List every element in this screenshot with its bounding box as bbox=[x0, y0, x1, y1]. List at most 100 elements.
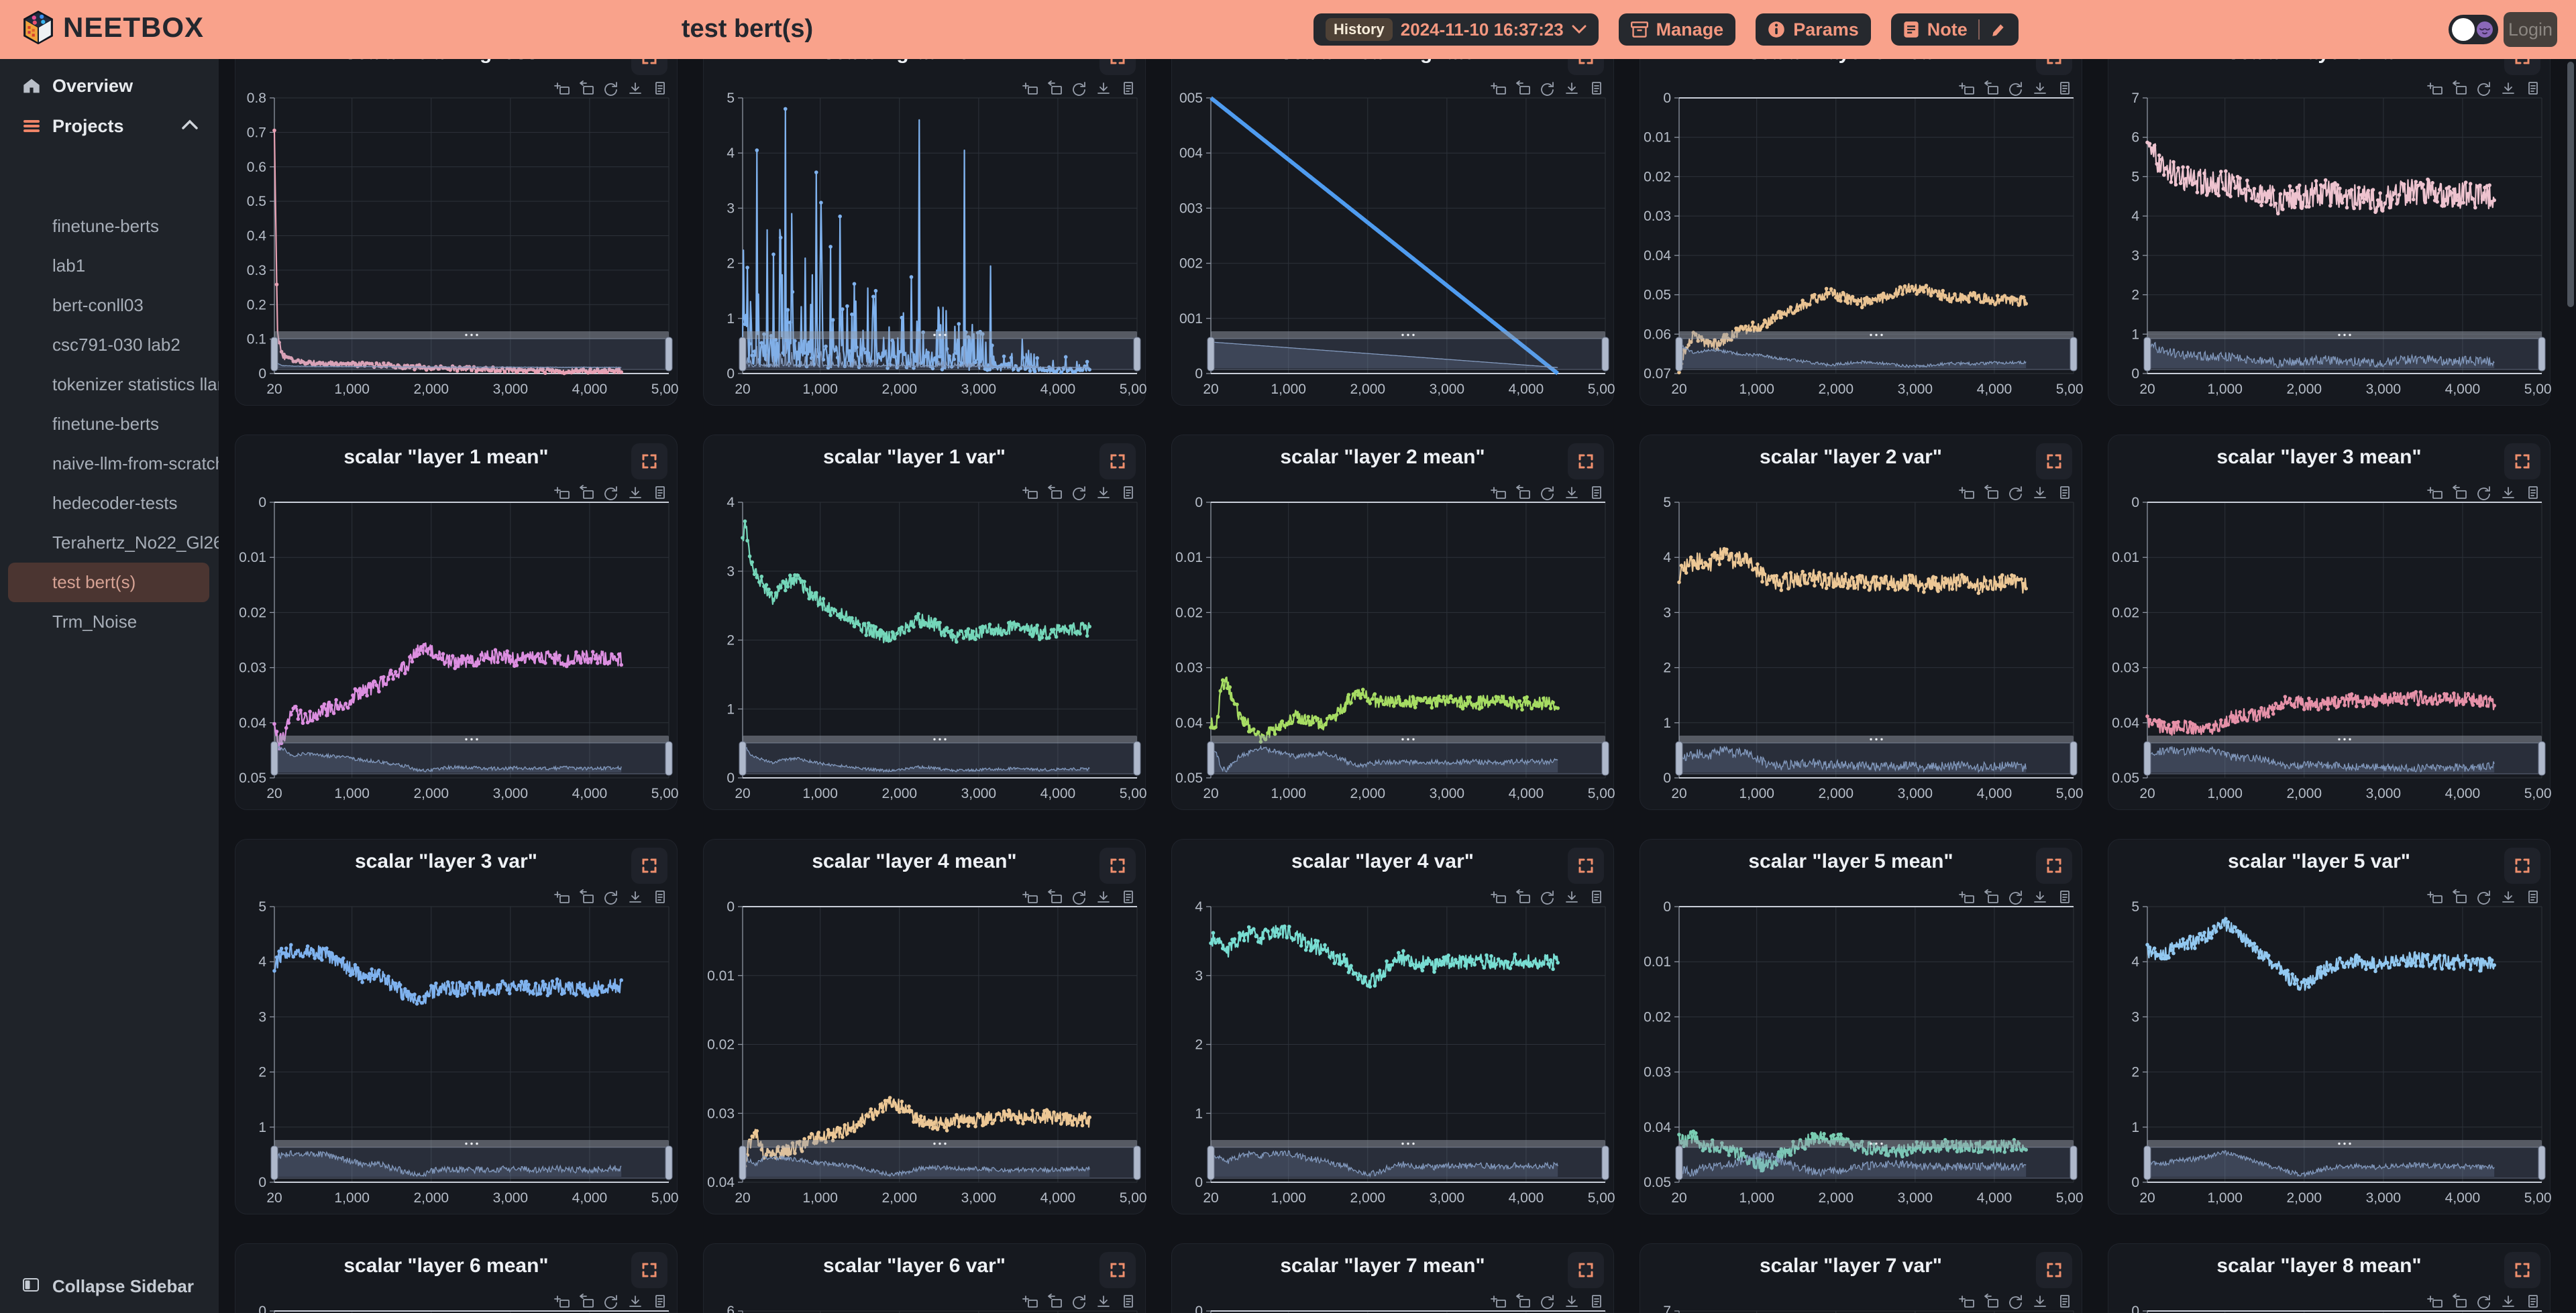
data-view-icon[interactable] bbox=[2060, 486, 2070, 499]
fullscreen-button[interactable] bbox=[2036, 1252, 2072, 1288]
datazoom-handle-right[interactable] bbox=[1133, 1145, 1141, 1180]
datazoom-handle-left[interactable] bbox=[270, 1145, 278, 1180]
download-icon[interactable] bbox=[1566, 1296, 1578, 1307]
refresh-icon[interactable] bbox=[1073, 82, 1085, 96]
sidebar-project-item[interactable]: bert-conll03 bbox=[52, 295, 144, 315]
datazoom-handle-right[interactable] bbox=[665, 741, 673, 776]
data-view-icon[interactable] bbox=[1124, 1295, 1133, 1308]
history-dropdown[interactable]: History 2024-11-10 16:37:23 bbox=[1313, 13, 1599, 46]
data-view-icon[interactable] bbox=[1592, 1295, 1601, 1308]
restore-icon[interactable] bbox=[1516, 485, 1530, 499]
area-zoom-icon[interactable] bbox=[1959, 82, 1974, 95]
sidebar-project-item[interactable]: naive-llm-from-scratch bbox=[52, 453, 219, 473]
datazoom-handle-left[interactable] bbox=[1675, 337, 1683, 372]
login-button[interactable]: Login bbox=[2504, 12, 2557, 47]
datazoom-handle-left[interactable] bbox=[270, 337, 278, 372]
restore-icon[interactable] bbox=[2453, 80, 2467, 95]
restore-icon[interactable] bbox=[2453, 1294, 2467, 1308]
refresh-icon[interactable] bbox=[1541, 82, 1554, 96]
refresh-icon[interactable] bbox=[1073, 891, 1085, 905]
datazoom-handle-right[interactable] bbox=[2070, 337, 2078, 372]
area-zoom-icon[interactable] bbox=[1959, 891, 1974, 903]
sidebar-project-item[interactable]: Trm_Noise bbox=[52, 612, 138, 632]
area-zoom-icon[interactable] bbox=[554, 487, 570, 499]
datazoom-handle-left[interactable] bbox=[1207, 337, 1215, 372]
restore-icon[interactable] bbox=[1984, 889, 1998, 903]
datazoom-slider[interactable] bbox=[270, 736, 673, 776]
refresh-icon[interactable] bbox=[2009, 82, 2022, 96]
datazoom-slider[interactable] bbox=[1207, 736, 1609, 776]
sidebar-project-item[interactable]: tokenizer statistics llama… bbox=[52, 374, 219, 394]
datazoom-handle-left[interactable] bbox=[2143, 741, 2151, 776]
refresh-icon[interactable] bbox=[2477, 82, 2490, 96]
area-zoom-icon[interactable] bbox=[1022, 82, 1038, 95]
area-zoom-icon[interactable] bbox=[2427, 1296, 2443, 1308]
data-view-icon[interactable] bbox=[1124, 82, 1133, 95]
data-view-icon[interactable] bbox=[2060, 1295, 2070, 1308]
restore-icon[interactable] bbox=[580, 80, 594, 95]
datazoom-handle-left[interactable] bbox=[739, 337, 747, 372]
data-view-icon[interactable] bbox=[2060, 82, 2070, 95]
datazoom-handle-left[interactable] bbox=[739, 741, 747, 776]
fullscreen-button[interactable] bbox=[2036, 848, 2072, 884]
datazoom-handle-right[interactable] bbox=[2538, 741, 2546, 776]
download-icon[interactable] bbox=[2502, 891, 2514, 903]
fullscreen-button[interactable] bbox=[1099, 848, 1136, 884]
datazoom-slider[interactable] bbox=[1675, 736, 2078, 776]
data-view-icon[interactable] bbox=[1124, 486, 1133, 499]
refresh-icon[interactable] bbox=[2477, 1295, 2490, 1309]
download-icon[interactable] bbox=[2034, 1296, 2046, 1307]
datazoom-handle-right[interactable] bbox=[2538, 1145, 2546, 1180]
restore-icon[interactable] bbox=[1048, 485, 1062, 499]
datazoom-slider[interactable] bbox=[1675, 331, 2078, 372]
restore-icon[interactable] bbox=[580, 485, 594, 499]
area-zoom-icon[interactable] bbox=[554, 1296, 570, 1308]
area-zoom-icon[interactable] bbox=[554, 82, 570, 95]
download-icon[interactable] bbox=[2502, 82, 2514, 94]
restore-icon[interactable] bbox=[580, 889, 594, 903]
fullscreen-button[interactable] bbox=[631, 1252, 667, 1288]
download-icon[interactable] bbox=[1097, 487, 1110, 498]
area-zoom-icon[interactable] bbox=[2427, 82, 2443, 95]
data-view-icon[interactable] bbox=[2060, 891, 2070, 903]
sidebar-item-projects[interactable]: Projects bbox=[0, 110, 219, 142]
area-zoom-icon[interactable] bbox=[1491, 891, 1506, 903]
area-zoom-icon[interactable] bbox=[1022, 891, 1038, 903]
restore-icon[interactable] bbox=[1516, 80, 1530, 95]
fullscreen-button[interactable] bbox=[1568, 443, 1604, 479]
refresh-icon[interactable] bbox=[1073, 1295, 1085, 1309]
datazoom-handle-left[interactable] bbox=[2143, 1145, 2151, 1180]
collapse-sidebar-button[interactable]: Collapse Sidebar bbox=[0, 1270, 219, 1302]
refresh-icon[interactable] bbox=[1073, 486, 1085, 500]
download-icon[interactable] bbox=[1566, 891, 1578, 903]
area-zoom-icon[interactable] bbox=[554, 891, 570, 903]
area-zoom-icon[interactable] bbox=[1959, 487, 1974, 499]
data-view-icon[interactable] bbox=[655, 82, 665, 95]
data-view-icon[interactable] bbox=[2528, 486, 2538, 499]
datazoom-handle-left[interactable] bbox=[1207, 1145, 1215, 1180]
datazoom-handle-right[interactable] bbox=[665, 337, 673, 372]
fullscreen-button[interactable] bbox=[1568, 848, 1604, 884]
download-icon[interactable] bbox=[629, 1296, 641, 1307]
datazoom-slider[interactable] bbox=[270, 1140, 673, 1180]
refresh-icon[interactable] bbox=[2477, 486, 2490, 500]
fullscreen-button[interactable] bbox=[1099, 1252, 1136, 1288]
datazoom-handle-left[interactable] bbox=[1675, 741, 1683, 776]
vertical-scrollbar-thumb[interactable] bbox=[2567, 62, 2574, 307]
datazoom-handle-left[interactable] bbox=[1675, 1145, 1683, 1180]
datazoom-slider[interactable] bbox=[1207, 331, 1609, 372]
fullscreen-button[interactable] bbox=[1099, 59, 1136, 75]
data-view-icon[interactable] bbox=[655, 1295, 665, 1308]
datazoom-handle-right[interactable] bbox=[1601, 741, 1609, 776]
sidebar-project-item[interactable]: lab1 bbox=[52, 255, 86, 276]
download-icon[interactable] bbox=[2034, 891, 2046, 903]
download-icon[interactable] bbox=[1097, 82, 1110, 94]
datazoom-handle-right[interactable] bbox=[2070, 1145, 2078, 1180]
fullscreen-button[interactable] bbox=[2504, 848, 2540, 884]
refresh-icon[interactable] bbox=[604, 486, 617, 500]
fullscreen-button[interactable] bbox=[631, 443, 667, 479]
fullscreen-button[interactable] bbox=[2504, 59, 2540, 75]
restore-icon[interactable] bbox=[1048, 889, 1062, 903]
params-button[interactable]: Params bbox=[1756, 13, 1871, 46]
data-view-icon[interactable] bbox=[2528, 1295, 2538, 1308]
